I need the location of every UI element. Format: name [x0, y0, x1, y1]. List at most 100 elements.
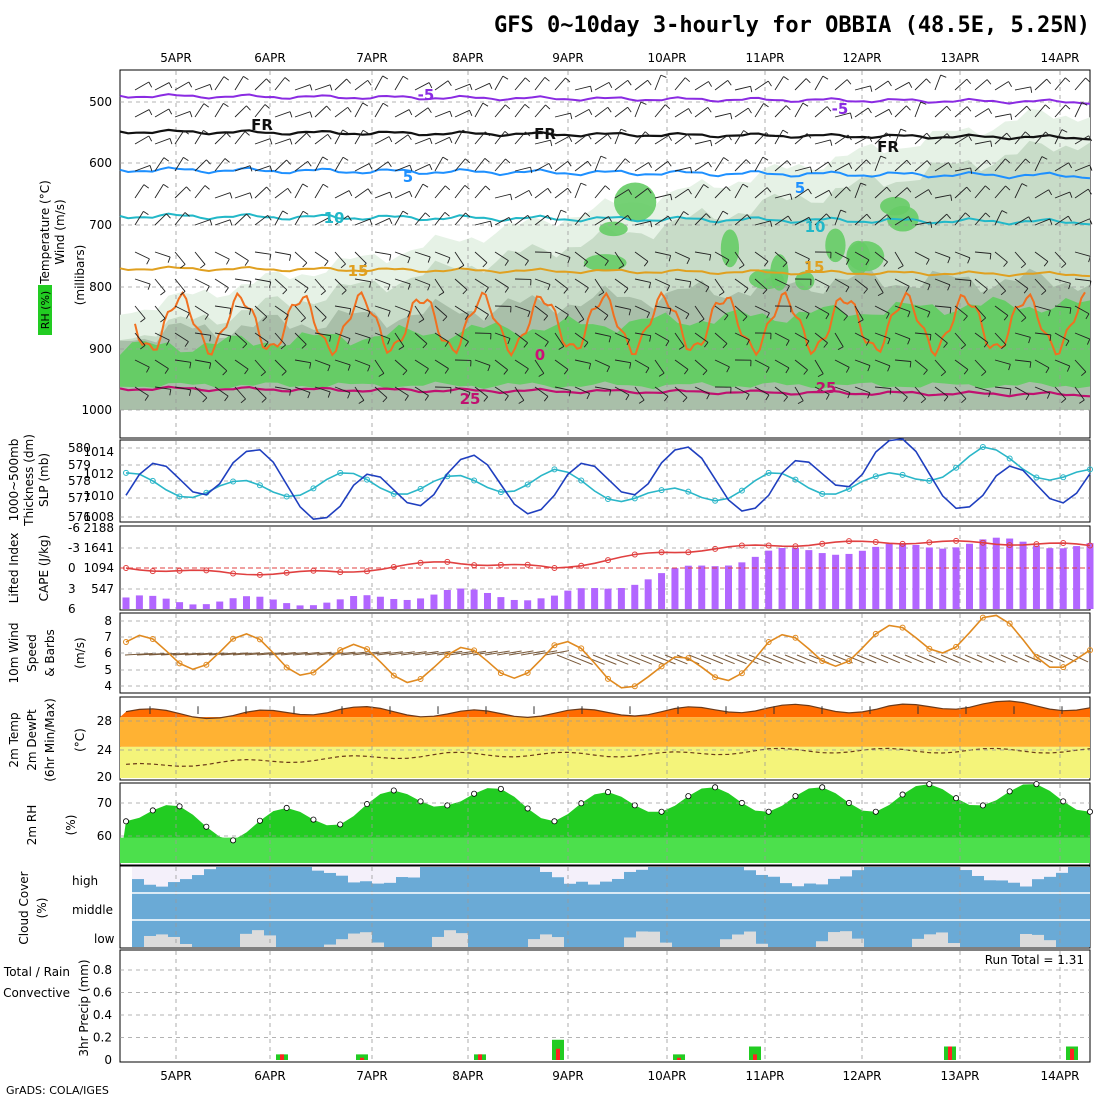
wind-barb-flag	[960, 344, 966, 350]
cape-bar	[350, 596, 358, 609]
wind-barb	[814, 106, 828, 118]
cloud-ylabel: Cloud Cover	[17, 871, 31, 944]
wind-barb-flag	[244, 260, 249, 266]
tick-label: 1014	[83, 445, 114, 459]
wind-barb-flag	[407, 283, 411, 290]
wind-barb-flag	[590, 86, 593, 93]
wind-barb	[454, 386, 471, 393]
contour-label: FR	[251, 116, 273, 134]
li-line-marker	[712, 545, 719, 552]
wind-barb-flag	[688, 108, 692, 114]
surface-barb	[760, 654, 783, 664]
wind-barb	[894, 216, 909, 226]
wind-barb-flag	[504, 287, 509, 293]
wind-barb	[334, 215, 349, 226]
wind-barb-flag	[309, 84, 313, 91]
wind-barb-flag	[603, 315, 609, 321]
wind-barb-flag	[1003, 261, 1008, 267]
surface-barb	[604, 654, 629, 665]
wind-unit: (m/s)	[73, 637, 87, 668]
wind-barb-flag	[826, 213, 831, 219]
wind-barb	[914, 101, 922, 118]
cloud-high-gap	[1056, 867, 1068, 873]
li-line-marker	[337, 569, 344, 576]
wind-barb-flag	[249, 308, 252, 315]
precip-conv-bar	[478, 1054, 482, 1060]
wind-barb-flag	[806, 258, 810, 265]
surface-barb	[976, 654, 995, 663]
thickness-line-marker	[364, 476, 370, 483]
wind-barb-flag	[309, 111, 313, 118]
wind-barb	[494, 158, 506, 172]
tick-label: 4	[104, 679, 112, 693]
wind-barb-flag	[826, 106, 832, 112]
wind-barb-flag	[825, 394, 830, 400]
surface-barb	[268, 652, 296, 656]
wind-speed-marker	[1060, 664, 1067, 671]
rh2m-marker	[149, 807, 156, 814]
wind-barb-flag	[948, 162, 952, 168]
wind-barb-flag	[429, 164, 433, 170]
wind-barb-flag	[765, 394, 770, 401]
wind-speed-marker	[256, 636, 263, 643]
lifted-index-line	[123, 537, 1093, 578]
wind-barb-flag	[409, 165, 413, 171]
wind-barb	[894, 187, 908, 199]
surface-barb	[580, 654, 605, 665]
wind-speed-line	[123, 614, 1093, 690]
cape-bar	[577, 588, 585, 609]
wind-barb	[934, 386, 949, 397]
wind-barb-flag	[568, 136, 573, 142]
cape-bar	[832, 554, 840, 609]
rh2m-marker	[819, 784, 826, 791]
wind-barb-flag	[1079, 399, 1085, 404]
li-line-marker	[658, 549, 665, 556]
cloud-high-gap	[852, 867, 864, 871]
cape-bar	[1046, 548, 1054, 609]
rh2m-marker	[792, 793, 799, 800]
wind-barb-flag	[638, 399, 645, 404]
cape-bar	[550, 595, 558, 609]
wind-barb	[494, 104, 506, 118]
wind-barb	[974, 278, 988, 290]
wind-barb	[654, 215, 669, 226]
wind-barb	[654, 278, 670, 286]
wind-barb	[954, 106, 968, 118]
wind-barb-flag	[1089, 280, 1092, 287]
wind-barb	[134, 278, 151, 285]
wind-barb	[334, 190, 350, 199]
wind-barb	[994, 386, 1011, 390]
wind-barb-flag	[424, 395, 429, 401]
li-line-marker	[872, 539, 879, 546]
surface-barb	[448, 650, 475, 656]
wind-barb-flag	[645, 367, 650, 374]
wind-barb	[934, 74, 942, 91]
wind-barb-flag	[224, 395, 229, 402]
surface-barb	[892, 654, 912, 664]
wind-barb-flag	[648, 162, 652, 168]
wind-barb-flag	[966, 106, 972, 112]
li-line-marker	[1087, 542, 1093, 549]
wind-barb	[174, 130, 185, 145]
thickness-line-marker	[899, 471, 906, 478]
wind-barb-flag	[404, 395, 409, 401]
wind-barb-flag	[504, 260, 509, 266]
contour-label: 25	[816, 379, 837, 397]
wind-barb	[1014, 158, 1026, 172]
cape-bar	[912, 544, 920, 609]
cloud-high-gap	[636, 867, 648, 870]
cape-bar	[791, 547, 799, 609]
wind-barb-flag	[785, 105, 791, 111]
contour-20	[134, 290, 1086, 358]
wind-barb-flag	[223, 102, 229, 108]
wind-barb-flag	[342, 156, 349, 161]
wind-barb-flag	[140, 345, 146, 350]
wind-barb	[714, 210, 724, 226]
cape-bar	[122, 597, 130, 609]
wind-barb	[914, 359, 928, 371]
wind-ylabel-3: & Barbs	[43, 629, 57, 677]
wind-barb	[594, 185, 606, 199]
wind-barb-flag	[766, 187, 772, 193]
wind-barb-flag	[967, 257, 971, 264]
